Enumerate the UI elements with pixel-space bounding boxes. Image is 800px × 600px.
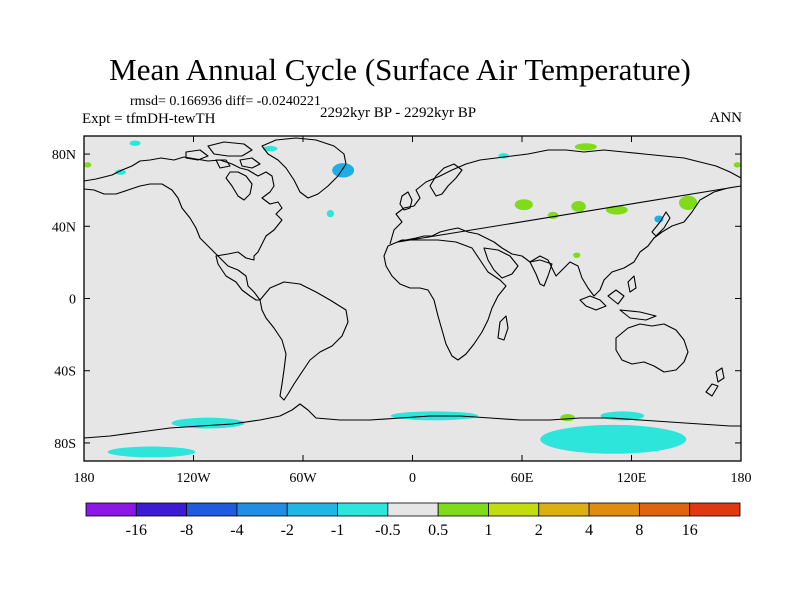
lon-label: 180 (731, 471, 752, 486)
anomaly-patch (514, 199, 533, 211)
lon-label: 60E (511, 471, 534, 486)
colorbar-label: -1 (331, 522, 344, 539)
colorbar-label: -2 (281, 522, 294, 539)
colorbar-label: -16 (126, 522, 147, 539)
stats-text: rmsd= 0.166936 diff= -0.0240221 (130, 94, 321, 109)
lat-label: 40S (54, 365, 76, 380)
anomaly-patch (574, 143, 597, 151)
latitude-labels: 80N 40N 0 40S 80S (52, 148, 76, 452)
anomaly-patch (115, 169, 126, 175)
anomaly-patch (571, 201, 586, 212)
coast-arabia (483, 247, 519, 279)
lon-label: 120E (617, 471, 647, 486)
coast-greenland (261, 137, 347, 199)
colorbar-label: -4 (230, 522, 243, 539)
anomaly-patch (560, 414, 575, 422)
coast-se-asia (579, 275, 657, 321)
lat-label: 40N (52, 220, 76, 235)
colorbar-swatch (286, 502, 338, 517)
coastlines (84, 137, 741, 439)
coast-north-america (84, 156, 283, 301)
colorbar-label: 8 (635, 522, 643, 539)
coast-new-zealand (705, 367, 725, 397)
map-background (84, 136, 741, 461)
anomaly-patch (733, 162, 741, 168)
period-label: 2292kyr BP - 2292kyr BP (320, 105, 477, 121)
anomaly-patch (540, 424, 687, 454)
colorbar-label: -8 (180, 522, 193, 539)
colorbar-swatch (135, 502, 188, 517)
coast-british-isles (399, 191, 413, 211)
colorbar-label: 4 (585, 522, 593, 539)
anomaly-patch (262, 145, 278, 152)
colorbar-swatch (85, 502, 137, 517)
anomaly-patch (171, 417, 245, 429)
coast-scandinavia (429, 163, 463, 197)
coast-eurasia (389, 149, 741, 297)
lon-label: 120W (176, 471, 211, 486)
colorbar-label: 1 (484, 522, 492, 539)
anomaly-patch (107, 446, 196, 458)
season-label: ANN (709, 110, 743, 126)
coast-hudson-bay (225, 171, 253, 201)
colorbar-swatch (387, 502, 439, 517)
lon-label: 60W (289, 471, 317, 486)
colorbar-swatch (638, 502, 691, 517)
colorbar-swatch (689, 502, 741, 517)
axis-ticks (83, 136, 742, 461)
colorbar-label: -0.5 (375, 522, 400, 539)
colorbar (85, 502, 741, 517)
lat-label: 0 (69, 293, 76, 308)
colorbar-label: 2 (535, 522, 543, 539)
plot-title: Mean Annual Cycle (Surface Air Temperatu… (109, 52, 691, 87)
colorbar-swatch (236, 502, 288, 517)
colorbar-swatch (186, 502, 238, 517)
lat-label: 80N (52, 148, 76, 163)
longitude-labels: 180 120W 60W 0 60E 120E 180 (74, 471, 752, 486)
colorbar-swatch (437, 502, 489, 517)
colorbar-swatch (337, 502, 389, 517)
anomaly-layer (84, 140, 741, 458)
coast-arctic-islands (185, 141, 261, 169)
lat-label: 80S (54, 437, 76, 452)
coast-japan (651, 211, 671, 237)
anomaly-patch (326, 210, 335, 218)
experiment-label: Expt = tfmDH-tewTH (82, 111, 216, 127)
colorbar-label: 16 (682, 522, 698, 539)
anomaly-patch (605, 205, 628, 215)
colorbar-swatch (588, 502, 640, 517)
anomaly-patch (129, 140, 141, 146)
colorbar-swatch (538, 502, 590, 517)
anomaly-patch (332, 163, 355, 178)
colorbar-swatch (488, 502, 540, 517)
coast-antarctica (84, 403, 741, 439)
lon-label: 180 (74, 471, 95, 486)
colorbar-labels: -16 -8 -4 -2 -1 -0.5 0.5 1 2 4 8 16 (126, 522, 698, 539)
coast-africa (383, 239, 507, 361)
coast-australia (615, 323, 689, 373)
coast-south-america (259, 281, 349, 401)
anomaly-patch (573, 252, 581, 258)
coast-india (529, 259, 553, 287)
anomaly-patch (84, 162, 92, 168)
coast-madagascar (497, 315, 509, 341)
anomaly-patch (678, 195, 698, 211)
lon-label: 0 (409, 471, 416, 486)
anomaly-patch (547, 211, 559, 220)
colorbar-label: 0.5 (428, 522, 448, 539)
